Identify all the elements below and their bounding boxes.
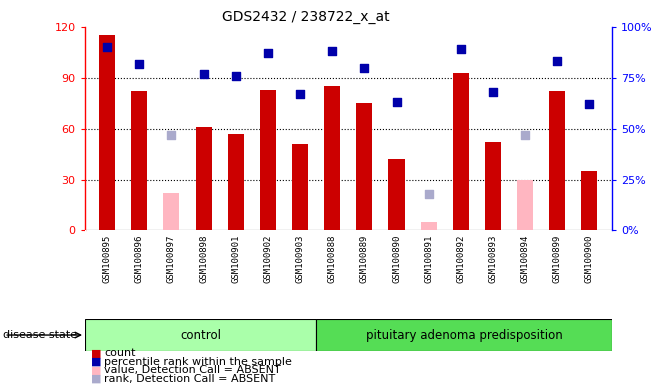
Point [102, 44, 113, 50]
Point [552, 58, 562, 65]
Text: ■: ■ [91, 374, 102, 384]
Point [423, 191, 434, 197]
Bar [356, 103, 372, 230]
Bar [517, 180, 533, 230]
Text: count: count [104, 348, 135, 358]
Text: ■: ■ [91, 365, 102, 375]
Text: GSM100890: GSM100890 [392, 235, 401, 283]
Bar [581, 171, 598, 230]
Bar [228, 134, 243, 230]
Text: GSM100903: GSM100903 [296, 235, 305, 283]
Text: GSM100900: GSM100900 [585, 235, 594, 283]
Text: rank, Detection Call = ABSENT: rank, Detection Call = ABSENT [104, 374, 275, 384]
Bar [132, 91, 147, 230]
Text: GSM100897: GSM100897 [167, 235, 176, 283]
Bar [99, 35, 115, 230]
Bar [292, 144, 308, 230]
Point [295, 91, 305, 97]
Text: control: control [180, 329, 221, 341]
Point [230, 73, 241, 79]
Text: percentile rank within the sample: percentile rank within the sample [104, 357, 292, 367]
Text: GSM100899: GSM100899 [553, 235, 562, 283]
Text: GSM100891: GSM100891 [424, 235, 433, 283]
Point [134, 60, 145, 66]
Text: GSM100892: GSM100892 [456, 235, 465, 283]
Point [263, 50, 273, 56]
Point [359, 65, 370, 71]
Bar [389, 159, 404, 230]
Text: ■: ■ [91, 357, 102, 367]
Point [456, 46, 466, 52]
Bar [421, 222, 437, 230]
Text: pituitary adenoma predisposition: pituitary adenoma predisposition [366, 329, 562, 341]
Bar [195, 127, 212, 230]
Point [391, 99, 402, 105]
Text: GSM100888: GSM100888 [327, 235, 337, 283]
Text: GSM100901: GSM100901 [231, 235, 240, 283]
Bar [316, 319, 612, 351]
Bar [324, 86, 340, 230]
Text: ■: ■ [91, 348, 102, 358]
Bar [549, 91, 565, 230]
Bar [485, 142, 501, 230]
Text: GSM100896: GSM100896 [135, 235, 144, 283]
Text: GSM100895: GSM100895 [103, 235, 111, 283]
Text: GSM100894: GSM100894 [521, 235, 530, 283]
Bar [163, 193, 180, 230]
Point [327, 48, 337, 55]
Text: GSM100889: GSM100889 [360, 235, 369, 283]
Bar [85, 319, 316, 351]
Bar [260, 89, 276, 230]
Text: GSM100898: GSM100898 [199, 235, 208, 283]
Point [520, 132, 531, 138]
Text: GSM100902: GSM100902 [264, 235, 272, 283]
Point [584, 101, 594, 107]
Text: value, Detection Call = ABSENT: value, Detection Call = ABSENT [104, 365, 281, 375]
Point [199, 71, 209, 77]
Bar [453, 73, 469, 230]
Point [488, 89, 498, 95]
Title: GDS2432 / 238722_x_at: GDS2432 / 238722_x_at [222, 10, 390, 25]
Text: GSM100893: GSM100893 [488, 235, 497, 283]
Text: disease state: disease state [3, 330, 77, 340]
Point [166, 132, 176, 138]
